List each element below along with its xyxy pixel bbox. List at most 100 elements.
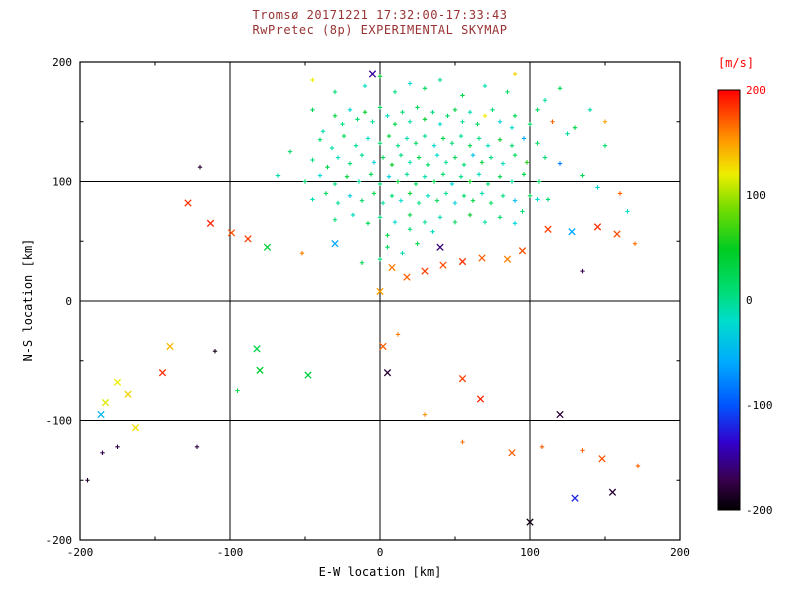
- scatter-point: [490, 107, 495, 112]
- scatter-point: [404, 172, 410, 177]
- scatter-point: [416, 155, 422, 160]
- scatter-point: [434, 153, 440, 158]
- scatter-point: [194, 444, 200, 449]
- y-tick-labels: -200 -100 0 100 200: [46, 56, 73, 547]
- scatter-point: [340, 121, 345, 127]
- scatter-point: [398, 153, 404, 158]
- colorbar-tick-label: -100: [746, 399, 773, 412]
- svg-text:-200: -200: [67, 546, 94, 559]
- colorbar: 200 100 0 -100 -200: [717, 84, 773, 517]
- scatter-point: [500, 161, 506, 166]
- scatter-point: [512, 198, 518, 203]
- scatter-point: [568, 228, 576, 236]
- scatter-point: [415, 105, 420, 110]
- x-axis-label: E-W location [km]: [318, 565, 442, 579]
- scatter-point: [395, 179, 401, 184]
- scatter-point: [488, 200, 494, 206]
- scatter-point: [460, 119, 465, 124]
- scatter-point: [275, 173, 281, 178]
- scatter-point: [467, 109, 473, 115]
- scatter-point: [329, 145, 335, 151]
- scatter-point: [371, 191, 377, 196]
- scatter-point: [497, 137, 503, 142]
- scatter-point: [443, 191, 449, 196]
- scatter-point: [377, 74, 383, 79]
- scatter-point: [425, 193, 431, 199]
- scatter-point: [635, 463, 641, 469]
- scatter-point: [500, 193, 506, 199]
- scatter-point: [422, 219, 428, 225]
- scatter-point: [505, 89, 510, 95]
- scatter-point: [310, 77, 315, 83]
- scatter-point: [608, 488, 617, 496]
- scatter-point: [440, 136, 446, 141]
- scatter-point: [485, 181, 491, 187]
- scatter-point: [434, 198, 440, 203]
- scatter-point: [380, 155, 386, 160]
- scatter-point: [416, 200, 422, 206]
- scatter-point: [392, 89, 398, 95]
- scatter-point: [478, 254, 486, 262]
- scatter-point: [400, 251, 405, 256]
- scatter-point: [370, 119, 375, 124]
- scatter-point: [310, 197, 315, 202]
- svg-text:-100: -100: [217, 546, 244, 559]
- scatter-point: [355, 117, 360, 122]
- scatter-point: [407, 191, 413, 196]
- scatter-point: [212, 348, 218, 354]
- scatter-point: [439, 261, 447, 269]
- svg-text:-100: -100: [46, 415, 73, 428]
- scatter-point: [325, 164, 330, 170]
- scatter-point: [476, 172, 482, 177]
- scatter-point: [371, 160, 377, 165]
- scatter-point: [356, 179, 362, 184]
- scatter-point: [461, 162, 467, 167]
- scatter-point: [503, 255, 512, 263]
- colorbar-tick-label: -200: [746, 504, 773, 517]
- scatter-point: [458, 375, 467, 383]
- scatter-point: [353, 143, 359, 148]
- scatter-point: [512, 153, 518, 158]
- scatter-point: [565, 131, 570, 136]
- scatter-point: [527, 121, 533, 127]
- scatter-point: [256, 366, 264, 374]
- scatter-point: [536, 179, 542, 184]
- scatter-point: [542, 155, 548, 160]
- scatter-point: [535, 141, 540, 146]
- svg-text:200: 200: [52, 56, 72, 69]
- scatter-point: [571, 494, 579, 502]
- scatter-point: [392, 121, 398, 127]
- scatter-point: [347, 161, 353, 166]
- scatter-point: [365, 221, 371, 226]
- scatter-point: [359, 198, 365, 203]
- scatter-point: [395, 332, 401, 337]
- scatter-point: [545, 197, 551, 202]
- scatter-point: [595, 185, 600, 190]
- scatter-point: [482, 113, 488, 118]
- scatter-point: [482, 83, 488, 89]
- scatter-point: [422, 86, 428, 91]
- scatter-point: [227, 229, 236, 237]
- scatter-point: [452, 155, 458, 160]
- scatter-point: [445, 113, 450, 118]
- svg-text:100: 100: [52, 176, 72, 189]
- scatter-point: [347, 107, 353, 112]
- plot-subtitle: RwPretec (8p) EXPERIMENTAL SKYMAP: [252, 23, 508, 37]
- scatter-point: [332, 181, 338, 187]
- scatter-point: [304, 371, 312, 379]
- scatter-point: [404, 136, 410, 141]
- scatter-point: [467, 179, 473, 184]
- scatter-point: [422, 412, 428, 417]
- scatter-point: [383, 369, 392, 377]
- scatter-point: [587, 107, 593, 112]
- scatter-point: [512, 221, 518, 226]
- scatter-point: [379, 342, 387, 351]
- scatter-point: [310, 157, 315, 163]
- scatter-point: [479, 160, 485, 165]
- scatter-point: [389, 193, 395, 199]
- scatter-point: [362, 83, 368, 89]
- scatter-point: [403, 273, 411, 281]
- scatter-point: [613, 230, 621, 238]
- scatter-point: [431, 143, 437, 148]
